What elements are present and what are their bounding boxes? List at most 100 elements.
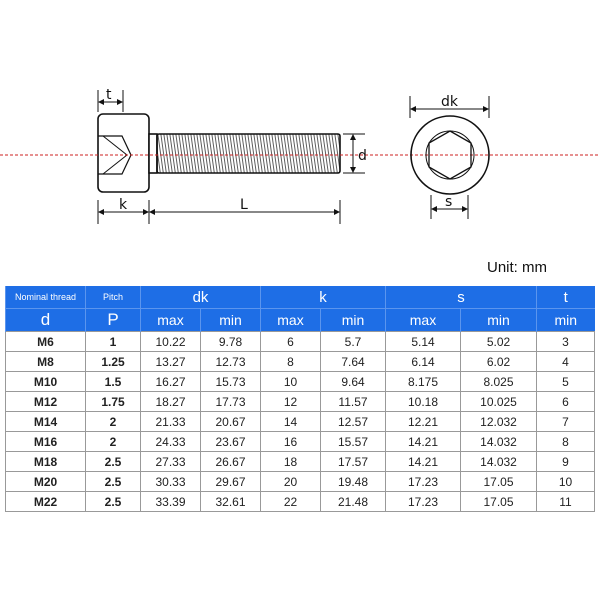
table-cell: 24.33 <box>140 431 201 452</box>
screw-drawing: t k L d dk s <box>0 87 600 224</box>
table-cell: 13.27 <box>140 351 201 372</box>
table-cell: 27.33 <box>140 451 201 472</box>
table-cell: M14 <box>5 411 86 432</box>
table-cell: 17.05 <box>460 471 537 492</box>
table-row: M16 2 24.33 23.67 16 15.57 14.21 14.032 8 <box>5 431 595 452</box>
header-k: k <box>260 286 386 309</box>
table-cell: 5 <box>536 371 595 392</box>
table-cell: 17.23 <box>385 491 461 512</box>
header-pitch: Pitch <box>85 286 141 309</box>
table-cell: 10.22 <box>140 331 201 352</box>
table-cell: 29.67 <box>200 471 261 492</box>
table-row: M18 2.5 27.33 26.67 18 17.57 14.21 14.032 9 <box>5 451 595 472</box>
table-row: M20 2.5 30.33 29.67 20 19.48 17.23 17.05 10 <box>5 471 595 492</box>
label-L: L <box>240 197 248 213</box>
table-cell: M6 <box>5 331 86 352</box>
table-cell: 1.75 <box>85 391 141 412</box>
table-cell: 11.57 <box>320 391 386 412</box>
table-cell: 5.14 <box>385 331 461 352</box>
label-k: k <box>119 197 128 213</box>
table-cell: 8 <box>536 431 595 452</box>
label-d: d <box>358 148 367 164</box>
table-cell: 6.02 <box>460 351 537 372</box>
table-cell: 12.21 <box>385 411 461 432</box>
table-cell: 17.23 <box>385 471 461 492</box>
table-cell: 9.64 <box>320 371 386 392</box>
header-d: d <box>5 308 86 332</box>
header-t-min: min <box>536 308 595 332</box>
label-dk: dk <box>441 94 459 110</box>
table-cell: 14 <box>260 411 321 432</box>
table-cell: 21.33 <box>140 411 201 432</box>
table-cell: 18 <box>260 451 321 472</box>
table-cell: 15.57 <box>320 431 386 452</box>
table-cell: 10.18 <box>385 391 461 412</box>
table-cell: 30.33 <box>140 471 201 492</box>
header-P: P <box>85 308 141 332</box>
table-row: M6 1 10.22 9.78 6 5.7 5.14 5.02 3 <box>5 331 595 352</box>
table-cell: 22 <box>260 491 321 512</box>
dimension-table: Nominal thread Pitch dk k s t d P max mi… <box>5 286 595 512</box>
label-t: t <box>106 87 112 103</box>
table-cell: 1 <box>85 331 141 352</box>
table-cell: 16 <box>260 431 321 452</box>
table-cell: 16.27 <box>140 371 201 392</box>
table-cell: 17.57 <box>320 451 386 472</box>
table-cell: 5.7 <box>320 331 386 352</box>
table-cell: 17.73 <box>200 391 261 412</box>
table-cell: 2 <box>85 431 141 452</box>
table-cell: 33.39 <box>140 491 201 512</box>
table-cell: 14.032 <box>460 431 537 452</box>
header-s-max: max <box>385 308 461 332</box>
table-cell: 15.73 <box>200 371 261 392</box>
header-s-min: min <box>460 308 537 332</box>
header-dk-max: max <box>140 308 201 332</box>
table-cell: 10 <box>260 371 321 392</box>
table-cell: 20 <box>260 471 321 492</box>
table-cell: 4 <box>536 351 595 372</box>
table-cell: 6 <box>260 331 321 352</box>
table-cell: 8.175 <box>385 371 461 392</box>
table-cell: 2 <box>85 411 141 432</box>
table-cell: 18.27 <box>140 391 201 412</box>
table-cell: 10.025 <box>460 391 537 412</box>
table-cell: 14.032 <box>460 451 537 472</box>
header-k-min: min <box>320 308 386 332</box>
table-cell: M10 <box>5 371 86 392</box>
table-cell: 26.67 <box>200 451 261 472</box>
table-cell: 1.5 <box>85 371 141 392</box>
table-cell: 17.05 <box>460 491 537 512</box>
table-cell: 8.025 <box>460 371 537 392</box>
table-cell: 6 <box>536 391 595 412</box>
table-cell: 21.48 <box>320 491 386 512</box>
table-cell: M16 <box>5 431 86 452</box>
label-s: s <box>445 194 452 210</box>
table-row: M12 1.75 18.27 17.73 12 11.57 10.18 10.025 6 <box>5 391 595 412</box>
table-cell: M8 <box>5 351 86 372</box>
dimension-lines <box>97 90 490 224</box>
table-cell: 5.02 <box>460 331 537 352</box>
table-row: M10 1.5 16.27 15.73 10 9.64 8.175 8.025 5 <box>5 371 595 392</box>
screw-top-view <box>410 115 490 195</box>
table-cell: 8 <box>260 351 321 372</box>
table-cell: 7 <box>536 411 595 432</box>
header-t: t <box>536 286 595 309</box>
table-cell: 7.64 <box>320 351 386 372</box>
table-cell: 11 <box>536 491 595 512</box>
table-cell: 9.78 <box>200 331 261 352</box>
header-dk: dk <box>140 286 261 309</box>
table-row: M8 1.25 13.27 12.73 8 7.64 6.14 6.02 4 <box>5 351 595 372</box>
table-cell: 12.57 <box>320 411 386 432</box>
header-nominal-thread: Nominal thread <box>5 286 86 309</box>
table-cell: 2.5 <box>85 491 141 512</box>
header-s: s <box>385 286 537 309</box>
table-cell: 19.48 <box>320 471 386 492</box>
table-cell: 20.67 <box>200 411 261 432</box>
table-row: M14 2 21.33 20.67 14 12.57 12.21 12.032 7 <box>5 411 595 432</box>
table-cell: 14.21 <box>385 451 461 472</box>
table-cell: 12 <box>260 391 321 412</box>
header-k-max: max <box>260 308 321 332</box>
table-cell: 3 <box>536 331 595 352</box>
table-cell: M18 <box>5 451 86 472</box>
table-cell: 9 <box>536 451 595 472</box>
